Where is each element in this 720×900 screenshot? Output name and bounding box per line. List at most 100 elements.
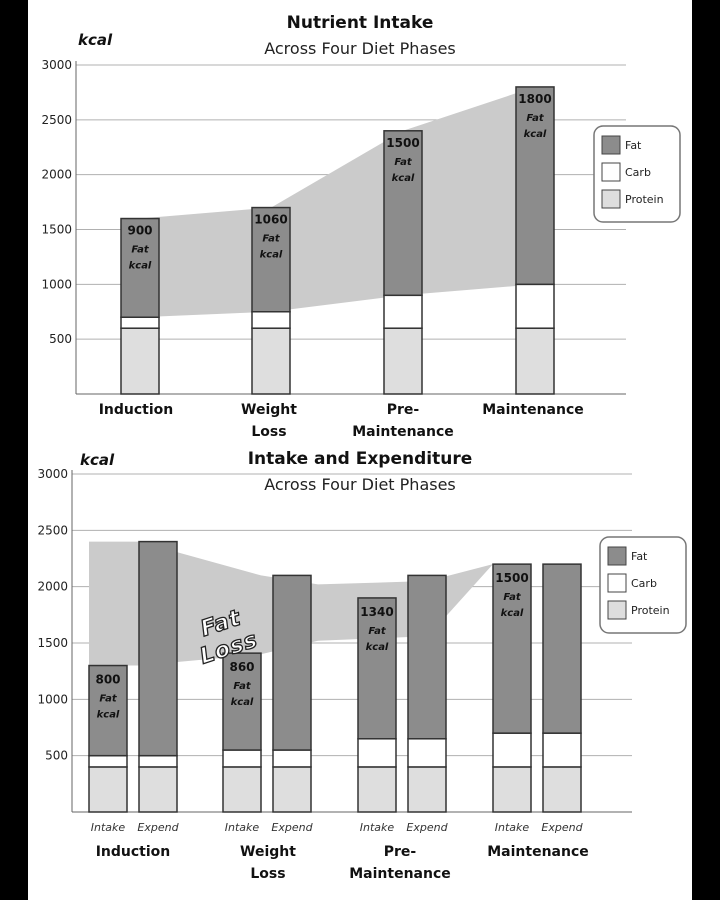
data-label-value: 1060 [254,213,287,227]
carb-segment [251,311,291,329]
fat-segment [492,563,532,734]
data-label-text: kcal [97,710,120,721]
x-subcategory-label: Expend [137,821,179,834]
protein-segment [542,766,582,813]
protein-segment [492,766,532,813]
x-category-label: Weight [241,402,297,418]
data-label-text: Fat [394,157,412,168]
fat-segment [407,574,447,740]
legend: Fat Carb Protein [599,536,687,634]
expend-bar [138,540,178,813]
chart-title: Nutrient Intake [287,13,434,33]
y-tick-label: 2000 [37,580,68,594]
expend-bar [272,574,312,813]
chart-subtitle: Across Four Diet Phases [264,475,456,494]
data-label-text: kcal [366,642,389,653]
protein-segment [272,766,312,813]
fat-segment [120,217,160,318]
protein-segment [407,766,447,813]
stacked-bar [515,86,555,395]
stacked-bar [383,130,423,395]
data-label-text: Fat [368,626,386,637]
data-label-value: 800 [95,673,120,687]
data-label-text: Fat [99,694,117,705]
data-label-value: 900 [127,224,152,238]
x-subcategory-label: Intake [360,821,395,834]
y-tick-label: 3000 [37,467,68,481]
data-label-text: Fat [503,592,521,603]
carb-segment [272,749,312,768]
y-tick-label: 1000 [37,692,68,706]
data-label-text: kcal [392,173,415,184]
fat-segment [515,86,555,286]
y-tick-label: 500 [49,332,72,346]
x-category-label: Maintenance [482,402,584,418]
chart-figure: Nutrient Intake Across Four Diet Phases kc… [28,0,692,900]
x-subcategory-label: Expend [406,821,448,834]
protein-segment [138,766,178,813]
carb-segment [515,283,555,329]
protein-segment [120,327,160,395]
y-axis-unit: kcal [80,451,115,469]
protein-segment [383,327,423,395]
fat-band [140,86,535,318]
legend-label-fat: Fat [631,550,648,563]
data-label-text: kcal [231,697,254,708]
protein-segment [222,766,262,813]
fat-segment [251,206,291,313]
data-label-text: kcal [260,250,283,261]
stacked-bar [120,217,160,395]
expend-bar [542,563,582,813]
fat-segment [542,563,582,734]
y-tick-label: 2500 [41,113,72,127]
carb-segment [222,749,262,768]
legend-swatch-fat [601,135,621,155]
protein-segment [251,327,291,395]
x-category-label: Maintenance [487,844,589,860]
data-label-text: kcal [501,608,524,619]
y-axis-unit: kcal [78,31,113,49]
x-category-label: Weight [240,844,296,860]
fat-segment [88,664,128,757]
fat-segment [138,540,178,757]
x-subcategory-label: Expend [541,821,583,834]
data-label-text: Fat [131,245,149,256]
legend-label-carb: Carb [631,577,657,590]
protein-segment [357,766,397,813]
carb-segment [542,732,582,768]
carb-segment [383,294,423,329]
y-tick-label: 2000 [41,168,72,182]
stacked-bar [251,206,291,395]
intake-bar [492,563,532,813]
protein-segment [515,327,555,395]
carb-segment [138,754,178,768]
x-category-label: Loss [251,424,286,440]
data-label-text: kcal [129,261,152,272]
data-label-text: Fat [233,681,251,692]
nutrient-intake-chart: Nutrient Intake Across Four Diet Phases kc… [41,13,681,440]
x-category-label: Induction [96,844,171,860]
legend-swatch-fat [607,546,627,566]
carb-segment [407,738,447,768]
legend-label-protein: Protein [625,193,664,206]
data-label-text: Fat [526,113,544,124]
intake-bar [88,664,128,813]
legend-label-carb: Carb [625,166,651,179]
y-tick-label: 1000 [41,277,72,291]
x-subcategory-label: Intake [495,821,530,834]
y-tick-label: 1500 [37,636,68,650]
x-category-label: Pre- [387,402,420,418]
x-subcategory-label: Intake [91,821,126,834]
x-category-label: Loss [250,866,285,882]
data-label-text: kcal [524,129,547,140]
fat-segment [383,130,423,297]
expend-bar [407,574,447,813]
x-category-label: Maintenance [352,424,454,440]
data-label-value: 1500 [386,136,419,150]
x-category-label: Pre- [384,844,417,860]
carb-segment [357,738,397,768]
carb-segment [492,732,532,768]
data-label-value: 860 [229,660,254,674]
fat-segment [222,652,262,751]
y-tick-label: 1500 [41,223,72,237]
